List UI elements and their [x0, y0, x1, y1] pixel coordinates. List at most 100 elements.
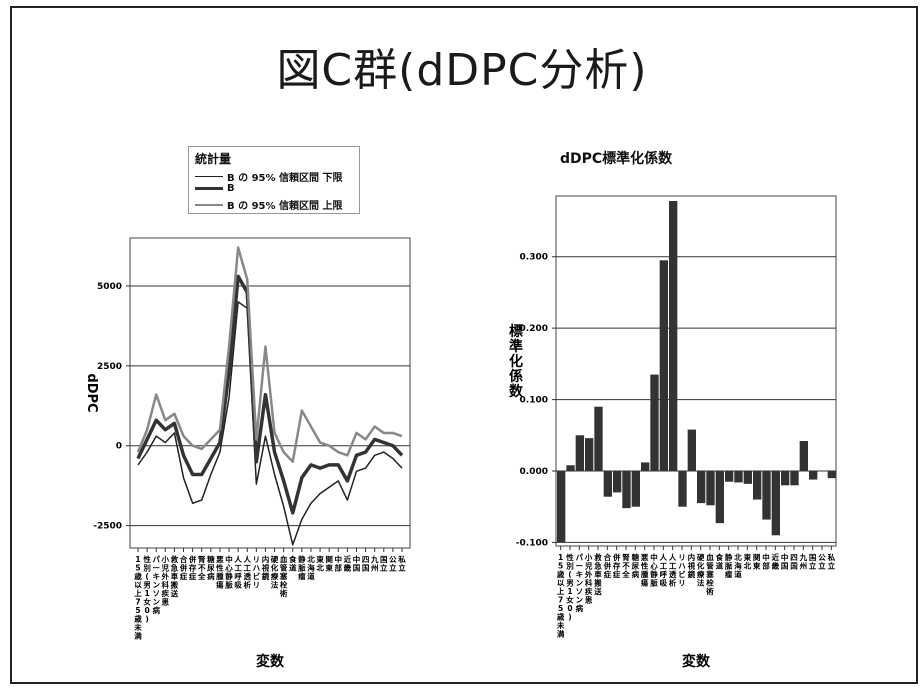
bar-xtick-label: 中部 [762, 552, 770, 571]
bar-xtick-label: 併存症 [612, 552, 621, 579]
bar-xtick-label: 腎不全 [621, 552, 630, 579]
legend-label-lower: B の 95% 信頼区間 下限 [227, 173, 343, 184]
bar [799, 441, 808, 471]
line-ytick-label: -2500 [93, 522, 122, 532]
bar [781, 471, 790, 486]
bar-xtick-label: パーキンソン病 [576, 552, 584, 613]
line-xtick-label: 1 5 歳以上 7 5 歳未満 [134, 555, 142, 641]
line-ytick-label: 2500 [97, 362, 122, 372]
line-xtick-label: 私立 [397, 554, 406, 573]
bar [641, 462, 650, 471]
bar-xtick-label: 糖尿病 [632, 552, 640, 579]
line-xtick-label: 東北 [316, 554, 324, 573]
line-xtick-label: 糖尿病 [207, 554, 215, 581]
bar-xtick-label: 関東 [753, 552, 761, 571]
slide-title: 図C群(dDPC分析) [276, 45, 648, 96]
line-xtick-label: 中国 [353, 554, 361, 573]
bar-xtick-label: 救急車搬送 [593, 552, 602, 596]
bar-xtick-label: 私立 [827, 552, 836, 571]
bar [725, 471, 734, 482]
bar-ytick-label: 0.100 [520, 396, 548, 406]
line-xtick-label: 小児外科疾患 [161, 554, 170, 607]
legend-item-lower: B の 95% 信頼区間 下限 [195, 169, 343, 184]
line-xtick-label: パーキンソン病 [152, 554, 160, 615]
line-xtick-label: 公立 [389, 555, 397, 573]
line-xtick-label: 北海道 [307, 554, 315, 581]
bar-xlabel: 変数 [682, 653, 711, 670]
bar-plot-area [555, 195, 837, 547]
line-xtick-label: 九州 [370, 554, 379, 573]
bar [753, 471, 762, 500]
bar [678, 471, 687, 507]
bar-xtick-label: 性別(男 1 女 0) [565, 552, 574, 622]
bar [603, 471, 612, 497]
bar [631, 471, 640, 507]
bar-xtick-label: 九州 [799, 552, 808, 571]
line-xtick-label: 人工透析 [243, 555, 251, 590]
bar [557, 471, 566, 543]
line-xtick-label: 内視鏡 [261, 554, 270, 581]
legend-swatch-upper [195, 203, 223, 206]
line-xtick-label: 救急車搬送 [170, 554, 179, 598]
legend-item-upper: B の 95% 信頼区間 上限 [195, 197, 343, 212]
line-xtick-label: 食道 [289, 554, 297, 573]
bar [827, 471, 836, 479]
bar-xtick-label: 血管塞栓術 [705, 552, 714, 596]
bar-ylabel: 標準化係数 [509, 323, 524, 400]
line-chart-legend: 統計量 B の 95% 信頼区間 下限 B B の 95% 信頼区間 上限 [188, 146, 360, 214]
bar-xtick-label: 悪性腫瘍 [641, 553, 649, 588]
bar-xtick-label: 国立 [809, 552, 817, 571]
bar-ytick-label: 0.300 [520, 253, 548, 263]
legend-label-b: B [227, 183, 235, 194]
bar-xtick-label: 人工呼吸 [660, 553, 668, 588]
bar-xtick-label: 中心静脈 [650, 552, 658, 588]
bar-xtick-label: 食道 [716, 552, 724, 571]
line-xtick-label: 人工呼吸 [234, 555, 242, 590]
bar [622, 471, 631, 509]
bar-xtick-label: 人工透析 [669, 553, 677, 588]
bar-ytick-label: 0.000 [520, 467, 548, 477]
line-xtick-label: 悪性腫瘍 [216, 555, 224, 590]
line-xtick-label: 国立 [380, 554, 388, 573]
bar [734, 471, 743, 483]
line-xtick-label: 静脈瘤 [298, 554, 306, 581]
bar-xtick-label: 硬化療法 [697, 553, 705, 588]
legend-title: 統計量 [195, 152, 232, 166]
bar-xtick-label: 東北 [744, 552, 752, 571]
line-xtick-label: 関東 [325, 554, 333, 573]
bar [790, 471, 799, 486]
bar-xtick-label: 合併症 [603, 552, 612, 579]
line-series-0 [137, 301, 403, 546]
bar-xtick-label: 小児外科疾患 [584, 552, 593, 605]
bar [818, 471, 827, 472]
line-xlabel: 変数 [256, 653, 285, 670]
bar [743, 471, 752, 484]
line-xtick-label: 血管塞栓術 [279, 554, 288, 598]
bar [575, 435, 584, 471]
bar-xtick-label: 静脈瘤 [725, 552, 733, 579]
bar-xtick-label: 中国 [781, 552, 789, 571]
bar [706, 471, 715, 506]
bar [585, 438, 594, 471]
bar-ytick-label: -0.100 [516, 538, 548, 548]
bar [762, 471, 771, 520]
bar-ytick-label: 0.200 [520, 324, 548, 334]
bar-chart-title: dDPC標準化係数 [560, 151, 673, 167]
legend-swatch-lower [195, 176, 223, 177]
line-series-2 [136, 246, 403, 463]
bar [650, 374, 659, 471]
bar-xtick-label: 内視鏡 [687, 552, 696, 579]
bar [715, 471, 724, 524]
legend-label-upper: B の 95% 信頼区間 上限 [227, 201, 343, 212]
line-xtick-label: リハビリ [253, 555, 261, 590]
line-xtick-label: 近畿 [344, 554, 352, 573]
legend-swatch-b [195, 187, 223, 190]
line-xtick-label: 中心静脈 [225, 554, 233, 590]
line-ytick-label: 5000 [97, 282, 122, 292]
bar [687, 429, 696, 471]
line-xtick-label: 性別(男 1 女 0) [142, 554, 151, 624]
line-xtick-label: 腎不全 [197, 554, 206, 581]
line-series-1 [136, 274, 404, 515]
bar [613, 471, 622, 493]
